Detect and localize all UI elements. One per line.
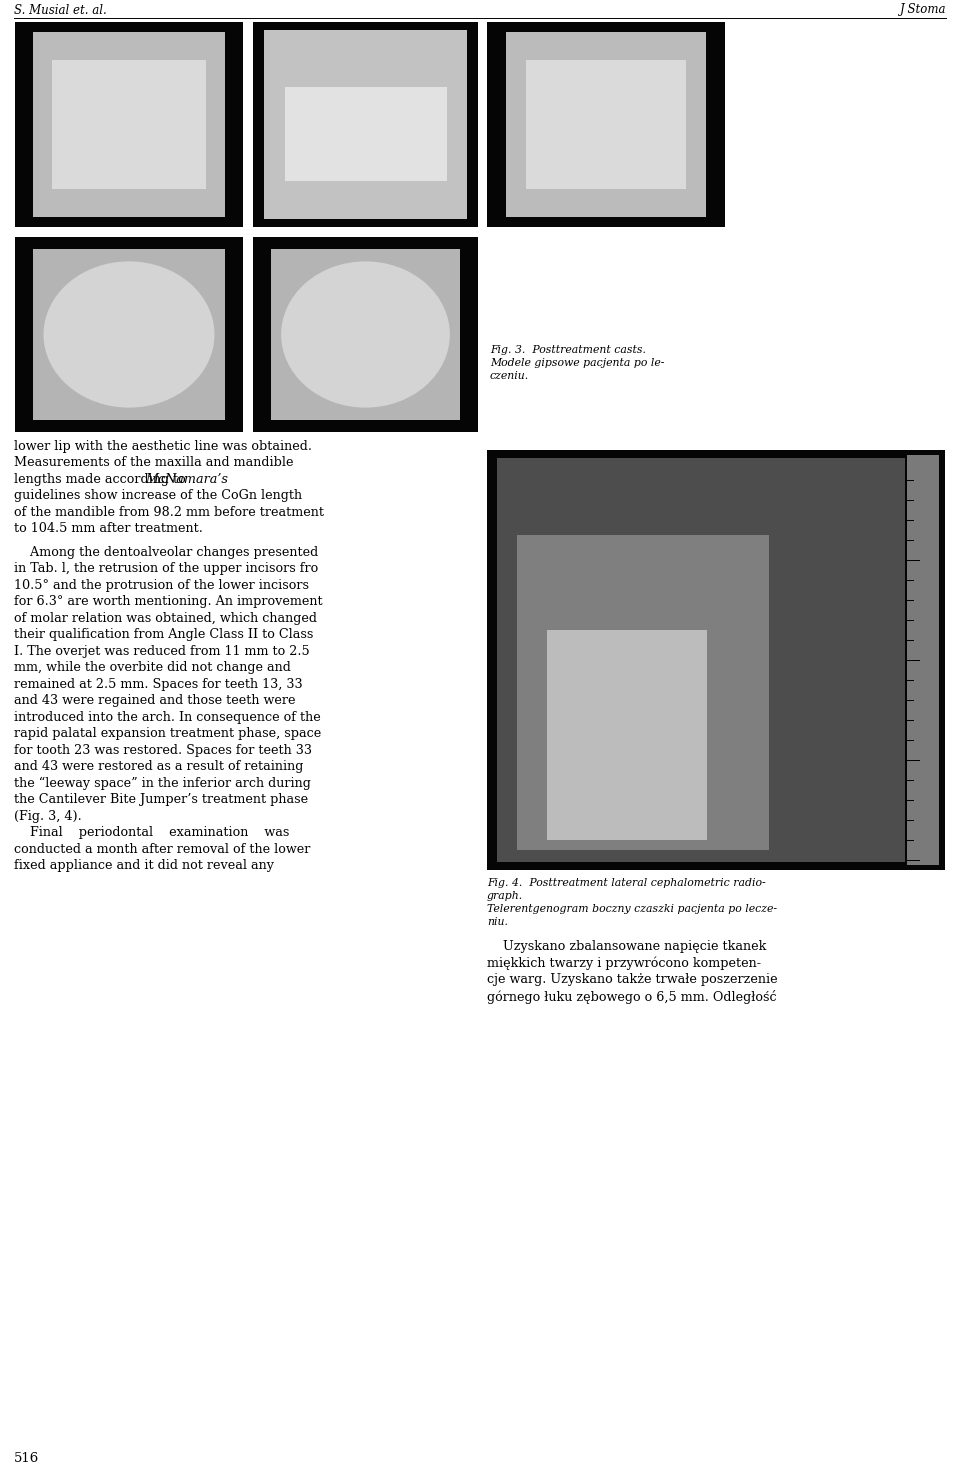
Text: rapid palatal expansion treatment phase, space: rapid palatal expansion treatment phase,… — [14, 728, 322, 741]
Bar — [264, 31, 467, 218]
Text: the “leeway space” in the inferior arch during: the “leeway space” in the inferior arch … — [14, 776, 311, 791]
Bar — [284, 86, 446, 182]
Bar — [53, 60, 205, 189]
Bar — [907, 455, 939, 865]
Text: remained at 2.5 mm. Spaces for teeth 13, 33: remained at 2.5 mm. Spaces for teeth 13,… — [14, 678, 302, 691]
Text: górnego łuku zębowego o 6,5 mm. Odległość: górnego łuku zębowego o 6,5 mm. Odległoś… — [487, 990, 777, 1003]
Bar — [517, 534, 769, 851]
Bar — [34, 32, 225, 217]
Text: of molar relation was obtained, which changed: of molar relation was obtained, which ch… — [14, 612, 317, 625]
Text: McNamara’s: McNamara’s — [145, 473, 228, 486]
Text: to 104.5 mm after treatment.: to 104.5 mm after treatment. — [14, 523, 203, 536]
Text: 10.5° and the protrusion of the lower incisors: 10.5° and the protrusion of the lower in… — [14, 578, 309, 591]
Text: and 43 were regained and those teeth were: and 43 were regained and those teeth wer… — [14, 694, 296, 707]
Text: Fig. 4.  Posttreatment lateral cephalometric radio-: Fig. 4. Posttreatment lateral cephalomet… — [487, 878, 766, 889]
Text: Final    periodontal    examination    was: Final periodontal examination was — [14, 826, 289, 839]
Text: for 6.3° are worth mentioning. An improvement: for 6.3° are worth mentioning. An improv… — [14, 594, 323, 608]
Bar — [506, 32, 706, 217]
Text: their qualification from Angle Class II to Class: their qualification from Angle Class II … — [14, 628, 313, 641]
Bar — [253, 22, 478, 227]
Text: introduced into the arch. In consequence of the: introduced into the arch. In consequence… — [14, 710, 321, 723]
Text: 516: 516 — [14, 1452, 39, 1464]
Text: of the mandible from 98.2 mm before treatment: of the mandible from 98.2 mm before trea… — [14, 507, 324, 520]
Bar — [15, 237, 243, 432]
Text: lower lip with the aesthetic line was obtained.: lower lip with the aesthetic line was ob… — [14, 441, 312, 452]
Text: cje warg. Uzyskano także trwałe poszerzenie: cje warg. Uzyskano także trwałe poszerze… — [487, 974, 778, 985]
Text: for tooth 23 was restored. Spaces for teeth 33: for tooth 23 was restored. Spaces for te… — [14, 744, 312, 757]
Text: (Fig. 3, 4).: (Fig. 3, 4). — [14, 810, 82, 823]
Text: J Stoma: J Stoma — [900, 3, 946, 16]
Text: guidelines show increase of the CoGn length: guidelines show increase of the CoGn len… — [14, 489, 302, 502]
Bar — [487, 22, 725, 227]
Ellipse shape — [43, 262, 214, 407]
Text: miękkich twarzy i przywrócono kompeten-: miękkich twarzy i przywrócono kompeten- — [487, 956, 761, 971]
Text: czeniu.: czeniu. — [490, 370, 529, 381]
Bar — [34, 249, 225, 420]
Bar — [271, 249, 460, 420]
Text: niu.: niu. — [487, 916, 508, 927]
Text: I. The overjet was reduced from 11 mm to 2.5: I. The overjet was reduced from 11 mm to… — [14, 644, 310, 657]
Text: Measurements of the maxilla and mandible: Measurements of the maxilla and mandible — [14, 457, 294, 470]
Bar — [497, 458, 905, 862]
Text: fixed appliance and it did not reveal any: fixed appliance and it did not reveal an… — [14, 859, 274, 873]
Ellipse shape — [281, 262, 450, 407]
Text: Uzyskano zbalansowane napięcie tkanek: Uzyskano zbalansowane napięcie tkanek — [487, 940, 766, 953]
Text: Telerentgenogram boczny czaszki pacjenta po lecze-: Telerentgenogram boczny czaszki pacjenta… — [487, 903, 777, 914]
Text: mm, while the overbite did not change and: mm, while the overbite did not change an… — [14, 662, 291, 673]
Bar — [526, 60, 686, 189]
Bar — [547, 630, 708, 840]
Text: the Cantilever Bite Jumper’s treatment phase: the Cantilever Bite Jumper’s treatment p… — [14, 793, 308, 807]
Bar — [15, 22, 243, 227]
Text: Fig. 3.  Posttreatment casts.: Fig. 3. Posttreatment casts. — [490, 346, 646, 354]
Bar — [253, 237, 478, 432]
Text: lengths made according to: lengths made according to — [14, 473, 190, 486]
Text: Among the dentoalveolar changes presented: Among the dentoalveolar changes presente… — [14, 546, 319, 559]
Text: and 43 were restored as a result of retaining: and 43 were restored as a result of reta… — [14, 760, 303, 773]
Bar — [487, 449, 945, 870]
Text: Modele gipsowe pacjenta po le-: Modele gipsowe pacjenta po le- — [490, 359, 664, 367]
Text: conducted a month after removal of the lower: conducted a month after removal of the l… — [14, 843, 310, 855]
Text: in Tab. l, the retrusion of the upper incisors fro: in Tab. l, the retrusion of the upper in… — [14, 562, 319, 575]
Text: graph.: graph. — [487, 892, 523, 900]
Text: S. Musial et. al.: S. Musial et. al. — [14, 3, 107, 16]
